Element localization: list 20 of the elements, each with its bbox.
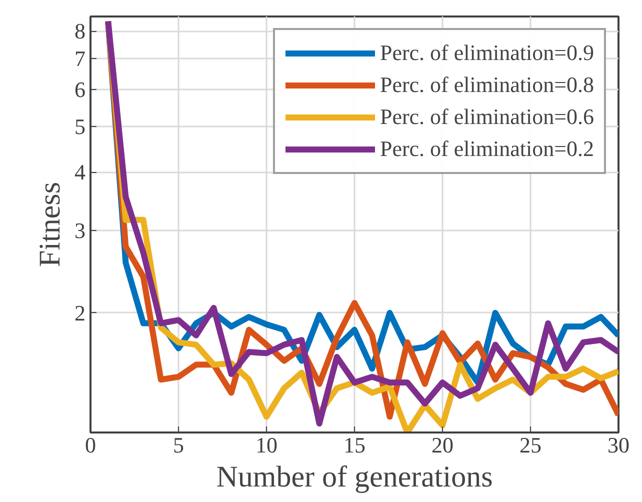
y-tick-label: 6	[74, 77, 86, 102]
x-tick-label: 20	[432, 432, 454, 458]
y-tick-label: 8	[74, 18, 86, 44]
x-tick-label: 30	[608, 432, 630, 458]
x-tick-label: 25	[520, 432, 542, 458]
y-tick-label: 3	[74, 218, 86, 243]
y-tick-label: 2	[74, 300, 86, 326]
x-tick-label: 10	[256, 432, 278, 458]
legend-label: Perc. of elimination=0.9	[380, 40, 594, 66]
legend-label: Perc. of elimination=0.8	[380, 72, 594, 98]
y-tick-label: 4	[74, 160, 86, 185]
x-tick-label: 5	[173, 432, 184, 458]
legend-label: Perc. of elimination=0.2	[380, 136, 594, 162]
y-axis-title: Fitness	[34, 182, 66, 268]
y-tick-label: 7	[74, 46, 86, 71]
x-tick-label: 0	[85, 432, 96, 458]
x-axis-title: Number of generations	[216, 460, 493, 494]
x-tick-label: 15	[344, 432, 366, 458]
y-tick-label: 5	[74, 114, 86, 140]
legend-label: Perc. of elimination=0.6	[380, 104, 594, 130]
